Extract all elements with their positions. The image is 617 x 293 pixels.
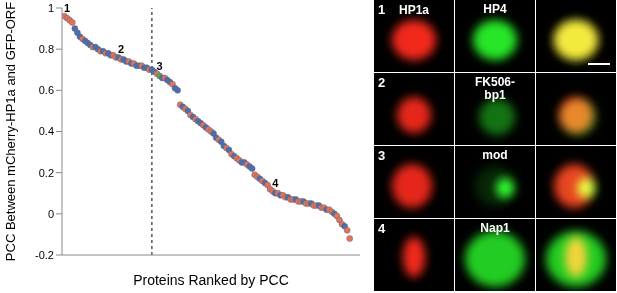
svg-text:Proteins Ranked by PCC: Proteins Ranked by PCC bbox=[133, 272, 289, 288]
svg-text:1: 1 bbox=[48, 2, 54, 14]
svg-text:0: 0 bbox=[48, 208, 54, 220]
svg-text:4: 4 bbox=[272, 177, 279, 189]
svg-text:0.6: 0.6 bbox=[39, 84, 54, 96]
html-text:2: 2 bbox=[378, 75, 386, 90]
svg-text:-0.2: -0.2 bbox=[35, 249, 54, 261]
html-text:HP1a: HP1a bbox=[399, 3, 429, 17]
html-text:Nap1: Nap1 bbox=[480, 221, 510, 235]
html-text:3: 3 bbox=[378, 148, 386, 163]
svg-text:2: 2 bbox=[118, 43, 124, 55]
svg-text:1: 1 bbox=[64, 2, 70, 14]
svg-text:3: 3 bbox=[157, 60, 163, 72]
svg-text:0.8: 0.8 bbox=[39, 43, 54, 55]
html-text:FK506-bp1: FK506-bp1 bbox=[475, 75, 515, 102]
svg-text:0.2: 0.2 bbox=[39, 167, 54, 179]
svg-text:0.4: 0.4 bbox=[39, 125, 54, 137]
svg-text:PCC Between mCherry-HP1a and G: PCC Between mCherry-HP1a and GFP-ORF bbox=[3, 2, 18, 261]
html-text:HP4: HP4 bbox=[483, 2, 507, 16]
html-text:4: 4 bbox=[378, 221, 386, 236]
html-text:mod: mod bbox=[482, 148, 508, 162]
html-text:1: 1 bbox=[378, 2, 386, 17]
